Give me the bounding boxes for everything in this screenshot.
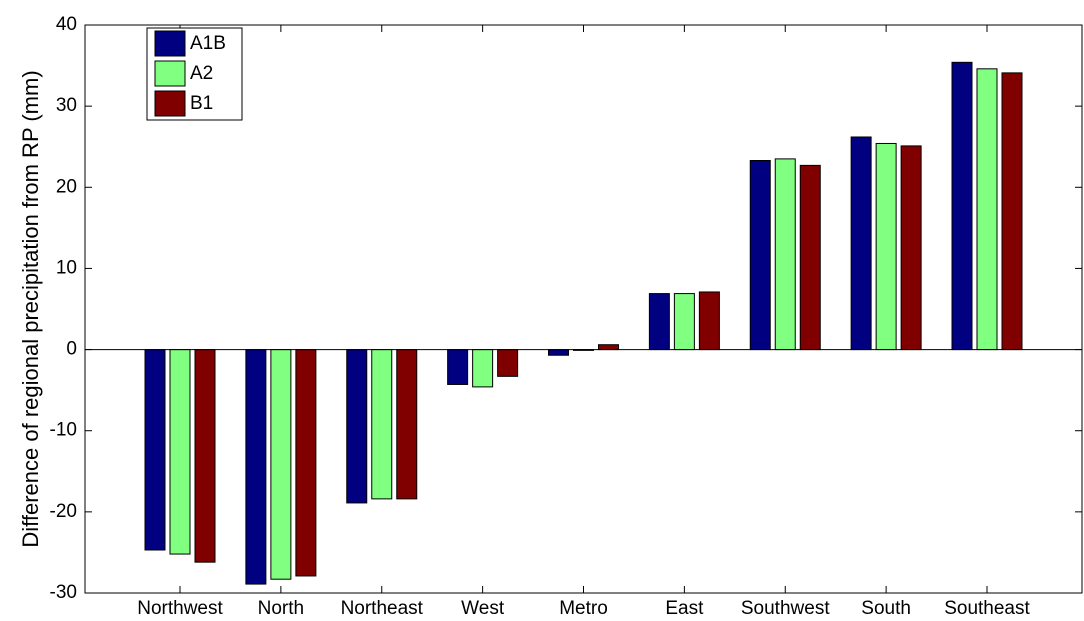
x-tick-label: Southwest [741,598,830,619]
bar [774,158,796,351]
bar [295,349,317,577]
legend-label: A1B [190,33,226,54]
y-tick-label: -10 [50,420,77,441]
y-tick-label: -30 [50,582,77,603]
legend-swatch [154,30,186,57]
y-tick-label: 10 [56,257,77,278]
y-tick-label: 30 [56,95,77,116]
legend-swatch [154,60,186,87]
x-tick-label: North [258,598,304,619]
y-tick-label: 40 [56,14,77,35]
y-tick-label: 0 [66,339,77,360]
bar [194,349,216,563]
legend-label: A2 [190,63,213,84]
bar [447,349,469,385]
bar [598,344,619,351]
y-tick-label: 20 [56,176,77,197]
x-tick-label: East [665,598,704,619]
x-tick-label: South [861,598,911,619]
legend-label: B1 [190,93,213,114]
bar [951,61,973,351]
bar [900,145,922,351]
bar [749,160,771,351]
bar [976,68,998,351]
bar [850,136,872,351]
bar [548,349,569,356]
bar [673,293,695,351]
x-tick-label: West [461,598,505,619]
bar [245,349,267,585]
bar [875,142,897,351]
bar [1001,72,1023,351]
bar [371,349,393,500]
bar [698,291,720,351]
bar [270,349,292,580]
bar [497,349,519,377]
legend-swatch [154,90,186,117]
y-axis-label: Difference of regional precipitation fro… [18,70,43,547]
x-tick-label: Southeast [944,598,1030,619]
x-tick-label: Northwest [137,598,223,619]
bar [346,349,368,504]
bar [396,349,418,500]
x-tick-label: Metro [559,598,608,619]
bar [799,164,821,351]
x-tick-label: Northeast [341,598,424,619]
bar [472,349,494,388]
bar [648,293,670,351]
bar [169,349,191,555]
y-tick-label: -20 [50,501,77,522]
bar [144,349,166,551]
